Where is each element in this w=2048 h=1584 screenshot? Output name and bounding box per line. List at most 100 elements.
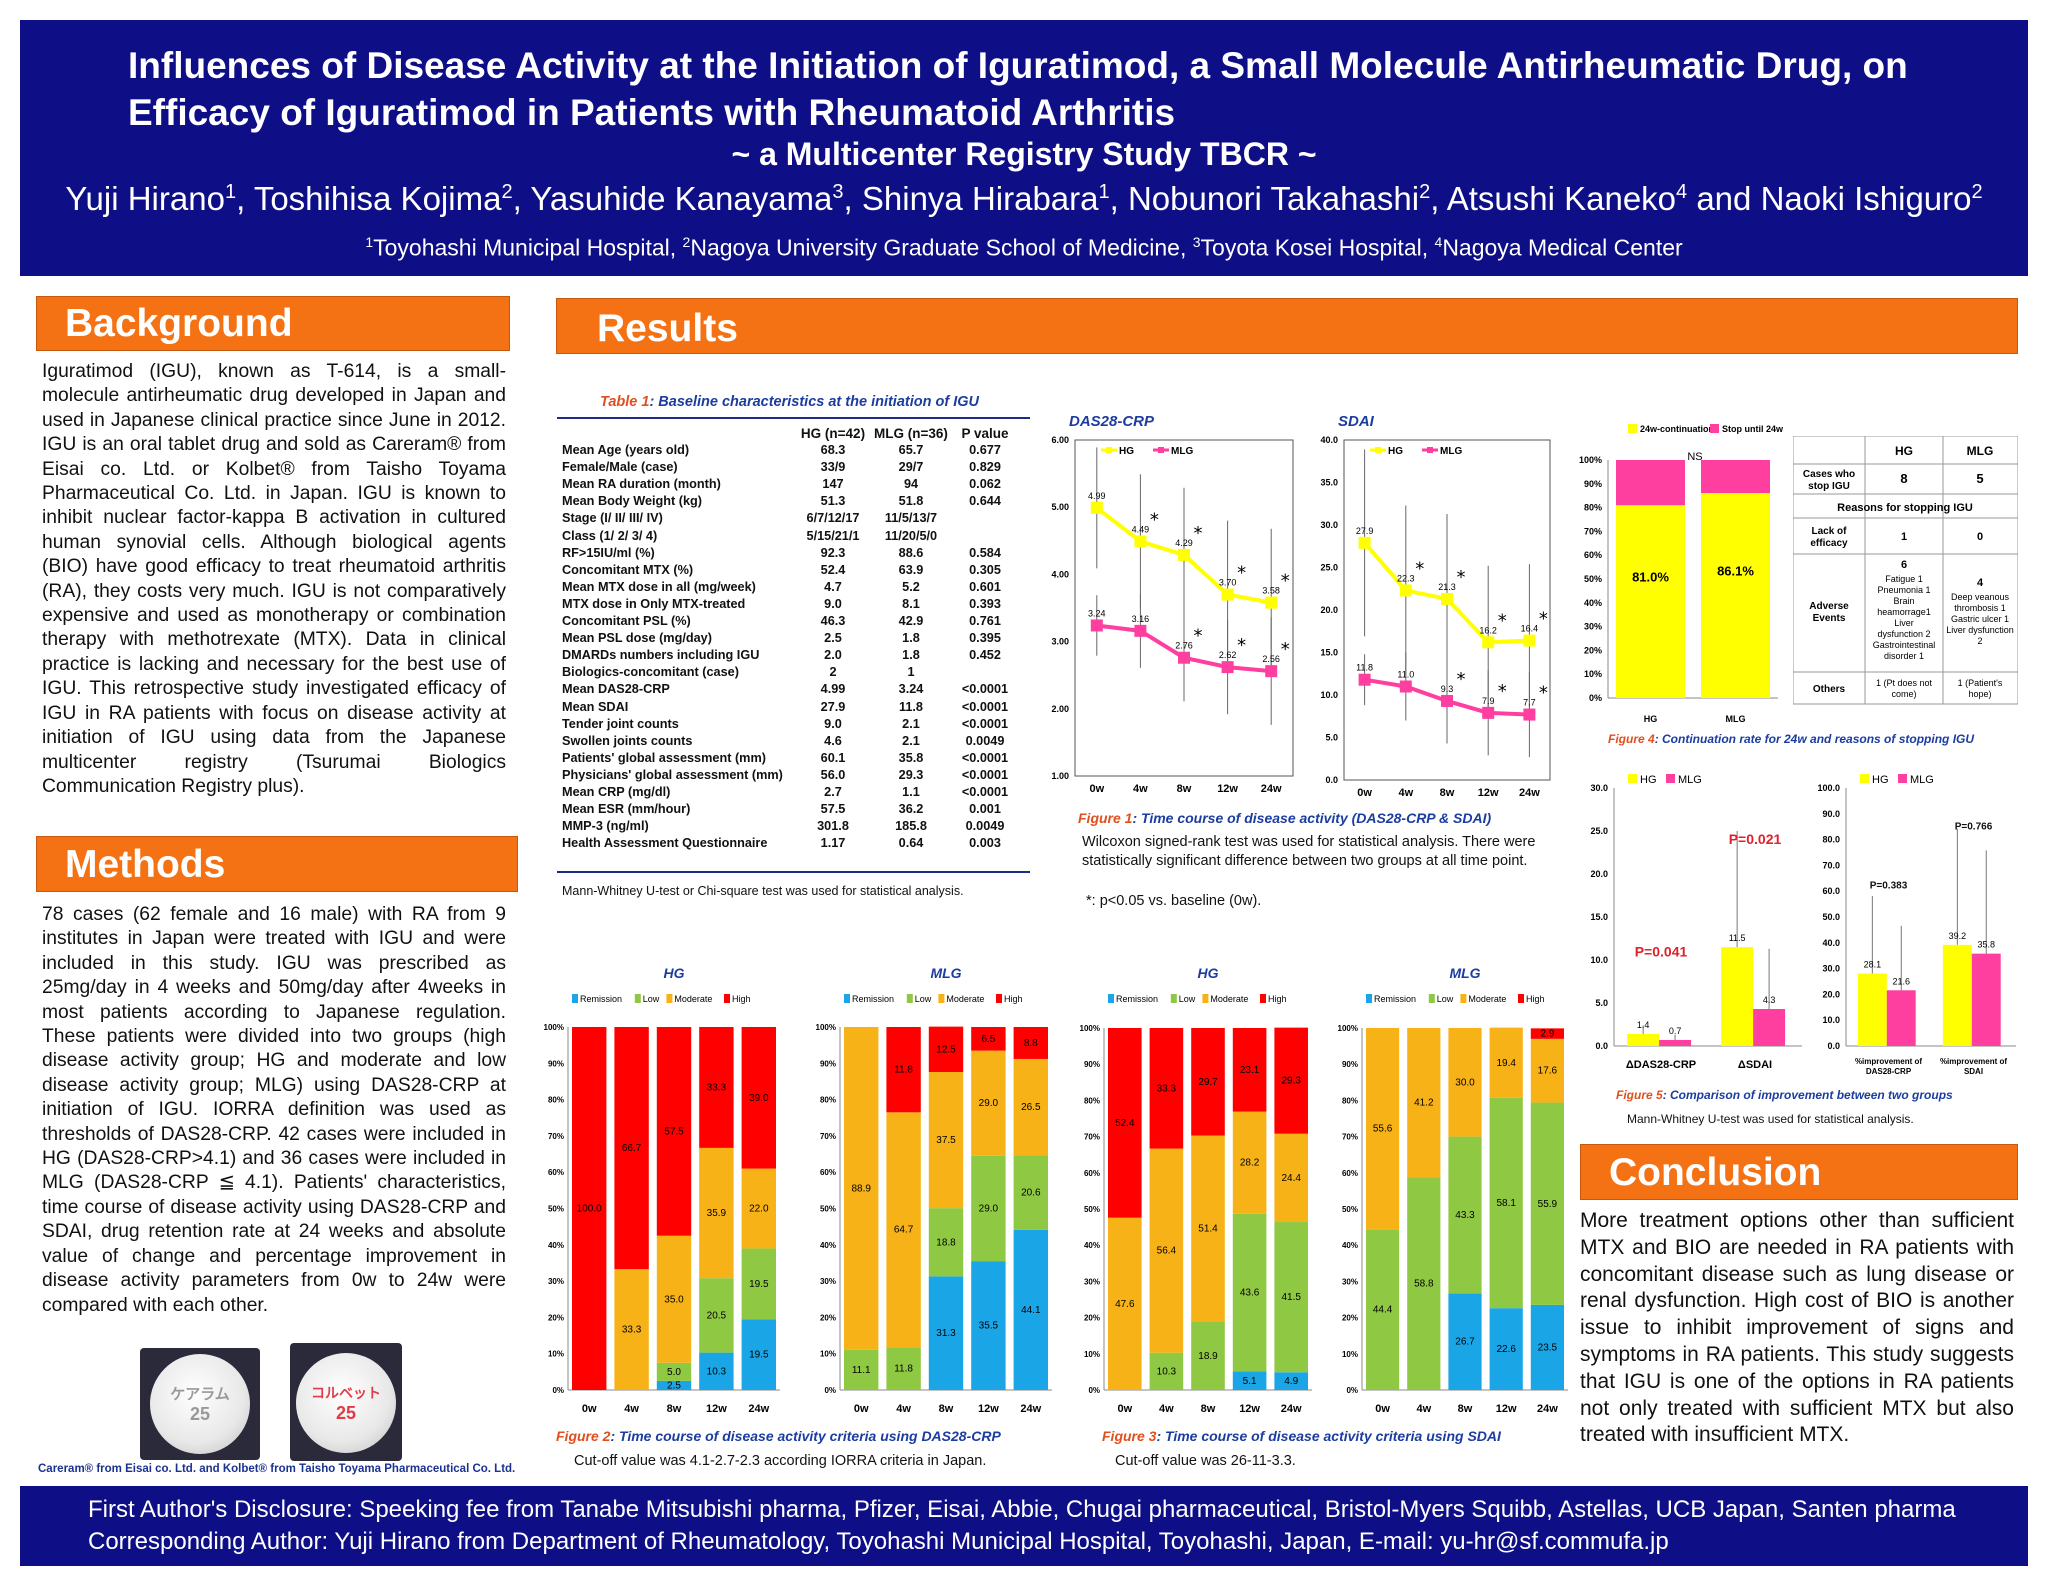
table1-cell: <0.0001 <box>961 682 1009 697</box>
table1-cell: 33/9 <box>820 460 846 475</box>
segment-label: 22.0 <box>749 1204 769 1215</box>
methods-text: 78 cases (62 female and 16 male) with RA… <box>42 904 506 1316</box>
segment-label: 8.8 <box>1024 1038 1038 1049</box>
bar-label: 86.1% <box>1717 564 1754 579</box>
fig4-caption-text: : Continuation rate for 24w and reasons … <box>1654 732 1975 746</box>
x-tick-label: 4w <box>1398 787 1413 798</box>
table1-row: Mean RA duration (month) 147 94 0.062 <box>562 476 1020 493</box>
segment-label: 17.6 <box>1538 1066 1558 1077</box>
legend-swatch <box>724 994 730 1003</box>
legend-label: High <box>1004 994 1023 1004</box>
data-label: 27.9 <box>1356 526 1374 536</box>
table1-caption-prefix: Table 1 <box>600 394 650 410</box>
table1-cell: 1.17 <box>820 836 846 851</box>
y-tick-label: 10.0 <box>1320 690 1338 700</box>
y-tick-label: 40.0 <box>1320 435 1338 445</box>
table1-cell: RF>15IU/ml (%) <box>562 545 655 560</box>
stacked-bar-segment <box>1530 1028 1564 1039</box>
fig2-caption: Figure 2: Time course of disease activit… <box>556 1428 1001 1444</box>
kolbet-dose: 25 <box>335 1402 357 1423</box>
data-label: 16.2 <box>1479 625 1497 635</box>
table1-cell: Female/Male (case) <box>562 460 678 475</box>
significance-mark: * <box>1498 610 1507 631</box>
x-tick-label: 12w <box>1496 1403 1517 1415</box>
table1-header-cell <box>562 425 794 442</box>
bar-label: 81.0% <box>1632 570 1669 585</box>
y-tick-label: 30% <box>1342 1277 1358 1286</box>
segment-label: 18.8 <box>936 1237 956 1248</box>
author-affil-mark: 2 <box>1971 181 1983 203</box>
data-label: 11.8 <box>1356 663 1373 673</box>
y-tick-label: 5.00 <box>1051 502 1069 512</box>
y-tick-label: 60% <box>548 1168 564 1177</box>
stacked-bar-segment <box>1448 1136 1482 1294</box>
table1-row: Physicians' global assessment (mm) 56.0 29… <box>562 767 1020 784</box>
x-tick-label: DAS28-CRP <box>1866 1067 1912 1076</box>
table1-cell: 88.6 <box>898 545 924 560</box>
table2-value: come) <box>1891 689 1916 699</box>
table1-row: Mean Body Weight (kg) 51.3 51.8 0.644 <box>562 493 1020 510</box>
stacked-bar-segment <box>1013 1229 1048 1390</box>
x-tick-label: %improvement of <box>1940 1057 2007 1066</box>
continuation-bar <box>1616 505 1685 698</box>
fig5-caption: Figure 5: Comparison of improvement betw… <box>1616 1088 1953 1102</box>
affiliation-list: 1Toyohashi Municipal Hospital, 2Nagoya U… <box>365 234 1683 261</box>
data-point <box>1134 535 1147 548</box>
significance-mark: * <box>1194 523 1203 544</box>
stacked-bar-segment <box>886 1027 921 1113</box>
stacked-bar-segment <box>1149 1352 1184 1390</box>
table1-cell: 5.2 <box>902 579 920 594</box>
segment-label: 4.9 <box>1284 1376 1298 1387</box>
table1-cell: 68.3 <box>820 443 846 458</box>
segment-label: 56.4 <box>1157 1246 1177 1257</box>
legend-label: Low <box>1179 994 1196 1004</box>
table1-cell: 0.003 <box>969 836 1001 851</box>
segment-label: 55.9 <box>1538 1199 1558 1210</box>
table1-cell: <0.0001 <box>961 750 1009 765</box>
legend-label: HG <box>1119 446 1134 457</box>
y-tick-label: 3.00 <box>1051 637 1069 647</box>
table1-cell: 2.5 <box>824 631 842 646</box>
stacked-bar-segment <box>699 1352 734 1390</box>
table1-note: Mann-Whitney U-test or Chi-square test w… <box>562 884 964 898</box>
table1-cell: Physicians' global assessment (mm) <box>562 767 783 782</box>
y-tick-label: 30% <box>548 1277 564 1286</box>
fig5-note: Mann-Whitney U-test was used for statist… <box>1627 1112 1914 1126</box>
disclosure-line: First Author's Disclosure: Speeking fee … <box>88 1496 1956 1523</box>
legend-label: High <box>732 994 751 1004</box>
table1-cell: 0.393 <box>969 596 1001 611</box>
segment-label: 35.0 <box>664 1294 684 1305</box>
stacked-bar-segment <box>844 1349 879 1390</box>
table1-cell: 29.3 <box>898 767 924 782</box>
y-tick-label: 30.0 <box>1320 520 1338 530</box>
y-tick-label: 90% <box>820 1059 836 1068</box>
table1-cell: 4.6 <box>824 733 842 748</box>
stacked-bar-segment <box>1232 1028 1267 1112</box>
segment-label: 19.5 <box>749 1279 769 1290</box>
stacked-bar-segment <box>1448 1293 1482 1390</box>
table1-cell: 0.305 <box>969 562 1001 577</box>
table1-row: Mean MTX dose in all (mg/week) 4.7 5.2 0.60… <box>562 579 1020 596</box>
y-tick-label: 20% <box>1584 645 1602 655</box>
table1-cell: 2.1 <box>902 733 920 748</box>
fig2-note: Cut-off value was 4.1-2.7-2.3 according … <box>574 1453 987 1469</box>
table1-cell: Health Assessment Questionnaire <box>562 836 768 851</box>
table1-cell: 4.99 <box>820 682 846 697</box>
x-tick-label: 0w <box>1357 787 1372 798</box>
table1-top-rule <box>557 417 1030 419</box>
segment-label: 5.0 <box>667 1367 681 1378</box>
segment-label: 26.7 <box>1455 1337 1475 1348</box>
segment-label: 24.4 <box>1281 1173 1301 1184</box>
stacked-bar-segment <box>928 1072 964 1209</box>
table1-row: DMARDs numbers including IGU 2.0 1.8 0.452 <box>562 647 1020 664</box>
data-label: 4.99 <box>1088 491 1106 501</box>
bar-label: 1.4 <box>1637 1020 1650 1030</box>
careram-dose: 25 <box>189 1404 211 1424</box>
fig1-sig-note: *: p<0.05 vs. baseline (0w). <box>1086 893 1262 909</box>
table1-cell: 1.8 <box>902 648 920 663</box>
table1-row: Patients' global assessment (mm) 60.1 35.8… <box>562 750 1020 767</box>
bar-mlg <box>1659 1039 1692 1046</box>
stacked-bar-segment <box>1191 1028 1225 1136</box>
affiliation-name: Toyohashi Municipal Hospital <box>373 234 670 261</box>
stacked-bar-segment <box>656 1362 692 1381</box>
